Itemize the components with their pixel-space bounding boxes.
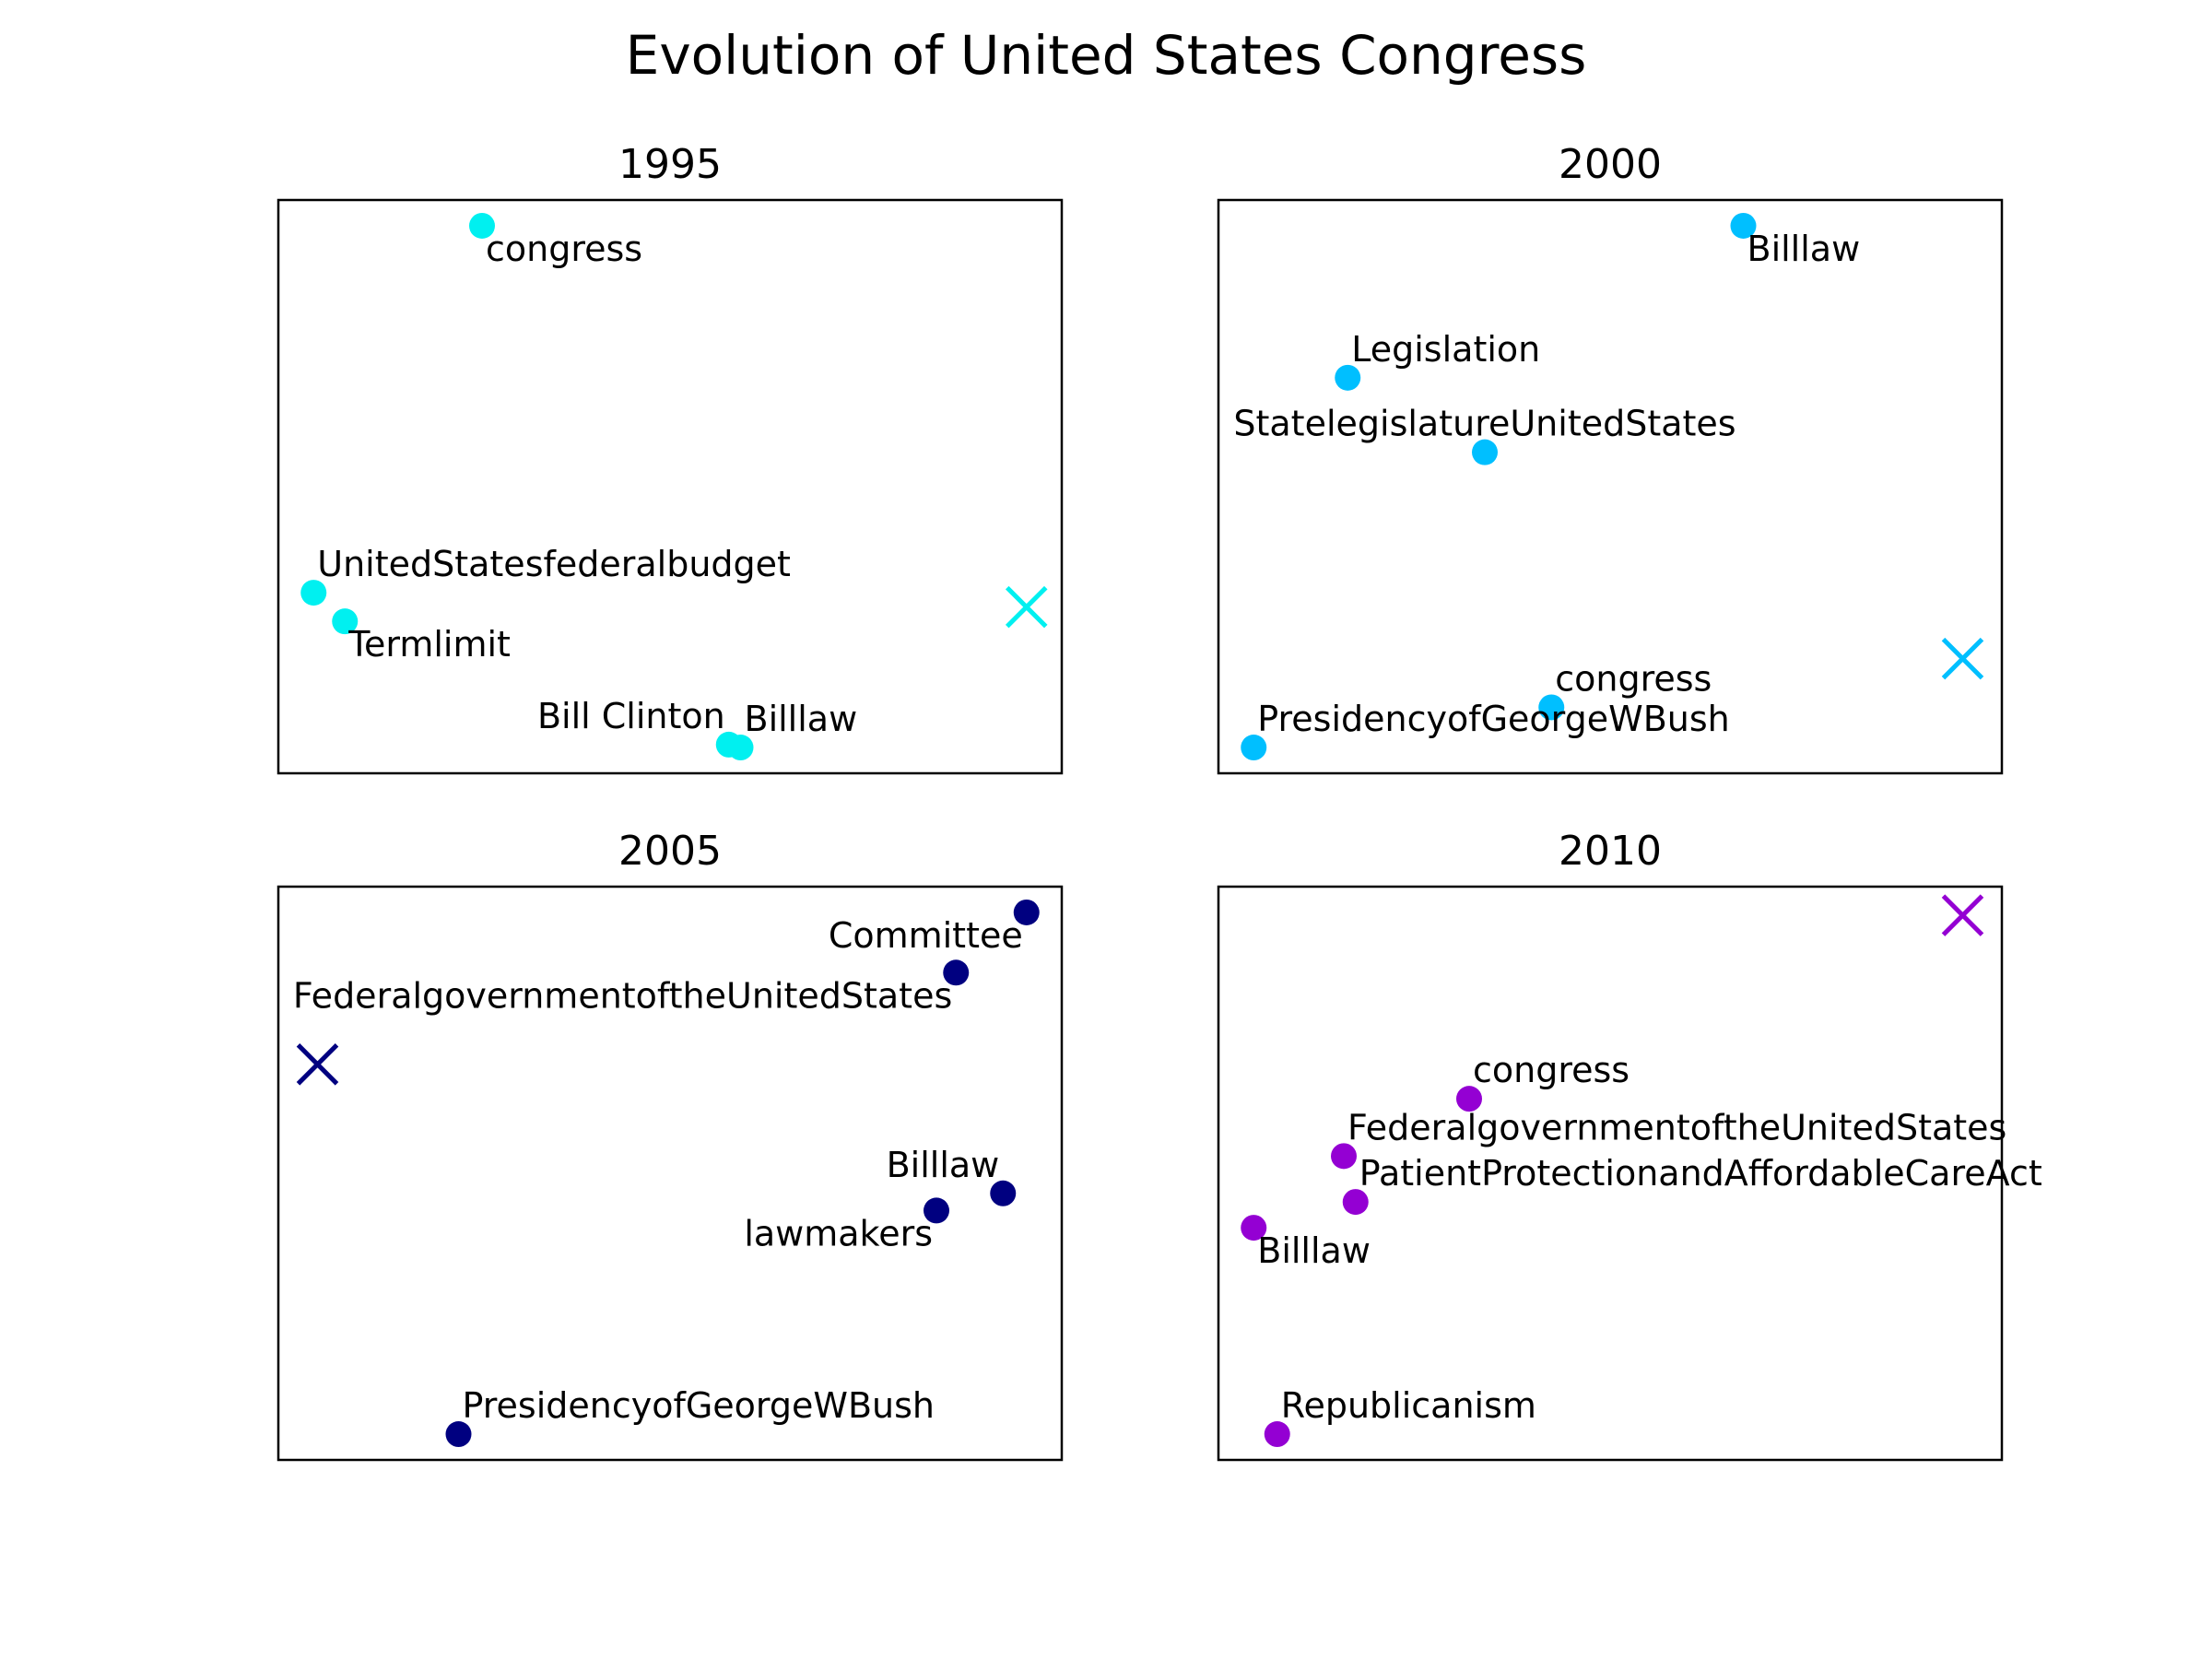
data-point	[1331, 1143, 1357, 1170]
point-label: Billlaw	[887, 1145, 1000, 1185]
data-point	[1264, 1421, 1290, 1448]
centroid-stroke	[1941, 637, 1984, 680]
point-label: Legislation	[1351, 329, 1540, 370]
point-label: PatientProtectionandAffordableCareAct	[1359, 1153, 2042, 1194]
point-label: FederalgovernmentoftheUnitedStates	[1347, 1107, 2006, 1147]
data-point	[1335, 364, 1361, 391]
panel-2005: 2005 Committee FederalgovernmentoftheUnite…	[276, 828, 1064, 1462]
panel-title: 2010	[1559, 828, 1662, 875]
point-label: Billlaw	[745, 699, 858, 739]
data-point	[332, 608, 359, 635]
point-label: congress	[1473, 1050, 1630, 1090]
data-point	[943, 959, 970, 986]
data-point	[1456, 1086, 1482, 1112]
data-point	[300, 580, 327, 606]
data-point	[1241, 735, 1267, 761]
point-label: Termlimit	[347, 624, 511, 665]
data-point	[1342, 1189, 1369, 1216]
data-point	[1013, 899, 1040, 925]
point-label: FederalgovernmentoftheUnitedStates	[293, 975, 952, 1016]
data-point	[445, 1421, 472, 1448]
panel-title: 1995	[618, 141, 722, 188]
panel-2010: 2010 congress FederalgovernmentoftheUnited…	[1217, 828, 2042, 1462]
axes-frame	[276, 885, 1064, 1462]
point-label: congress	[486, 229, 642, 269]
data-point	[1730, 212, 1757, 239]
centroid-marker	[1005, 585, 1048, 629]
data-point	[727, 735, 754, 761]
centroid-marker	[1941, 637, 1984, 680]
centroid-stroke	[1941, 894, 1984, 936]
point-label: Committee	[829, 915, 1023, 956]
panel-2000: 2000 Billlaw Legislation StatelegislatureUn…	[1217, 141, 2004, 775]
point-label: congress	[1555, 658, 1712, 699]
point-label: PresidencyofGeorgeWBush	[463, 1385, 935, 1426]
data-point	[1241, 1215, 1267, 1241]
data-point	[1472, 439, 1498, 465]
data-point	[924, 1197, 949, 1224]
data-point	[469, 212, 495, 239]
centroid-marker	[296, 1043, 339, 1086]
point-label: Billlaw	[1747, 229, 1861, 269]
point-label: StatelegislatureUnitedStates	[1233, 404, 1735, 444]
data-point	[990, 1180, 1017, 1206]
panel-title: 2000	[1559, 141, 1662, 188]
panel-title: 2005	[618, 828, 722, 875]
point-label: UnitedStatesfederalbudget	[317, 544, 791, 584]
point-label: lawmakers	[744, 1213, 933, 1253]
data-point	[1538, 694, 1565, 721]
axes-frame	[276, 198, 1064, 775]
centroid-stroke	[1005, 585, 1048, 629]
point-label: Billlaw	[1257, 1230, 1371, 1271]
point-label: Republicanism	[1281, 1385, 1536, 1426]
figure-title: Evolution of United States Congress	[625, 24, 1587, 87]
axes-frame	[1217, 885, 2004, 1462]
point-label: Bill Clinton	[537, 696, 725, 736]
axes-frame	[1217, 198, 2004, 775]
centroid-marker	[1941, 894, 1984, 936]
point-label: PresidencyofGeorgeWBush	[1257, 699, 1730, 739]
centroid-stroke	[296, 1043, 339, 1086]
panel-1995: 1995 congress UnitedStatesfederalbudget Ter…	[276, 141, 1064, 775]
